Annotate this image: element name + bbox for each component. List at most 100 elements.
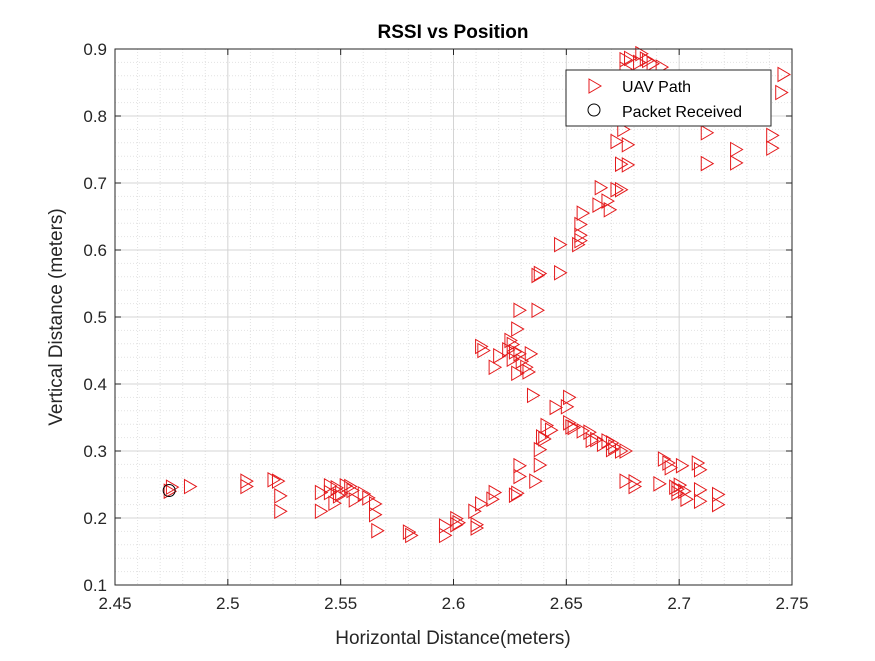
- uav-path-point: [693, 493, 708, 510]
- uav-path-point: [549, 399, 564, 416]
- uav-path-point: [526, 387, 541, 404]
- uav-path-point: [513, 457, 527, 474]
- uav-path-point: [529, 473, 543, 490]
- uav-path-point: [657, 451, 672, 467]
- uav-path-point: [511, 365, 525, 382]
- data-points: [162, 45, 791, 544]
- uav-path-point: [619, 443, 633, 459]
- uav-path-point: [475, 496, 489, 512]
- uav-path-point: [614, 181, 629, 198]
- uav-path-point: [605, 441, 620, 458]
- uav-path-point: [339, 477, 354, 494]
- uav-path-point: [335, 485, 349, 502]
- uav-path-point: [274, 488, 288, 504]
- uav-path-point: [565, 419, 579, 435]
- uav-path-point: [673, 477, 688, 494]
- x-tick-label: 2.6: [442, 594, 466, 613]
- uav-path-point: [596, 436, 611, 453]
- uav-path-point: [511, 321, 525, 337]
- uav-path-point: [452, 514, 467, 531]
- uav-path-point: [513, 345, 527, 362]
- uav-path-point: [614, 156, 629, 173]
- uav-path-point: [524, 345, 539, 362]
- y-tick-label: 0.1: [83, 576, 107, 595]
- uav-path-point: [601, 433, 615, 449]
- uav-path-point: [693, 461, 708, 478]
- uav-path-point: [576, 205, 591, 222]
- uav-path-point: [619, 473, 633, 490]
- uav-path-point: [642, 52, 656, 69]
- y-tick-label: 0.2: [83, 509, 107, 528]
- uav-path-point: [680, 491, 694, 508]
- uav-path-point: [493, 347, 507, 364]
- uav-path-point: [533, 457, 548, 473]
- uav-path-point: [574, 227, 588, 244]
- uav-path-point: [624, 50, 638, 67]
- y-tick-label: 0.5: [83, 308, 107, 327]
- uav-path-point: [274, 503, 288, 520]
- uav-path-point: [513, 468, 527, 485]
- uav-path-point: [653, 475, 667, 492]
- y-tick-label: 0.6: [83, 241, 107, 260]
- uav-path-point: [533, 265, 548, 282]
- uav-path-point: [475, 338, 489, 355]
- y-tick-label: 0.8: [83, 107, 107, 126]
- uav-path-point: [506, 351, 521, 368]
- uav-path-point: [271, 473, 286, 490]
- uav-path-point: [348, 492, 363, 508]
- uav-path-point: [635, 45, 649, 62]
- uav-path-point: [314, 484, 329, 501]
- legend-label-uav-path: UAV Path: [622, 79, 691, 96]
- x-tick-label: 2.7: [667, 594, 691, 613]
- uav-path-point: [730, 141, 744, 158]
- x-tick-label: 2.75: [775, 594, 808, 613]
- uav-path-point: [712, 496, 726, 513]
- chart-title: RSSI vs Position: [378, 22, 529, 43]
- uav-path-point: [610, 133, 624, 150]
- uav-path-point: [438, 527, 453, 544]
- uav-path-point: [554, 264, 568, 281]
- uav-path-point: [508, 487, 523, 504]
- uav-path-point: [619, 51, 633, 68]
- y-tick-label: 0.7: [83, 174, 107, 193]
- uav-path-point: [163, 483, 178, 500]
- legend: UAV Path Packet Received: [565, 69, 772, 127]
- y-tick-label: 0.4: [83, 375, 107, 394]
- uav-path-point: [488, 359, 503, 376]
- uav-path-point: [346, 482, 360, 499]
- uav-path-point: [513, 302, 527, 319]
- x-tick-label: 2.55: [324, 594, 357, 613]
- uav-path-point: [614, 443, 629, 459]
- uav-path-point: [572, 236, 586, 253]
- uav-path-point: [574, 216, 588, 233]
- uav-path-point: [522, 364, 536, 380]
- uav-path-point: [183, 478, 198, 495]
- uav-path-point: [314, 503, 329, 520]
- uav-path-point: [590, 431, 604, 448]
- uav-path-point: [165, 479, 180, 496]
- uav-path-point: [488, 484, 503, 501]
- y-tick-label: 0.3: [83, 442, 107, 461]
- uav-path-point: [700, 124, 715, 141]
- uav-path-point: [504, 332, 518, 349]
- uav-path-point: [603, 201, 618, 218]
- uav-path-point: [777, 66, 791, 83]
- legend-box: [565, 69, 772, 127]
- uav-path-point: [369, 506, 383, 523]
- uav-path-point: [594, 179, 609, 196]
- x-tick-label: 2.45: [98, 594, 131, 613]
- uav-path-point: [592, 197, 606, 213]
- uav-path-point: [700, 155, 715, 172]
- uav-path-point: [344, 478, 358, 495]
- uav-path-point: [563, 389, 577, 406]
- uav-path-point: [563, 414, 577, 431]
- uav-path-point: [608, 439, 622, 455]
- uav-path-point: [621, 157, 636, 173]
- uav-path-point: [362, 490, 376, 506]
- uav-path-point: [766, 127, 780, 144]
- legend-circle-marker: [587, 103, 601, 117]
- uav-path-point: [515, 353, 530, 370]
- x-tick-label: 2.5: [216, 594, 240, 613]
